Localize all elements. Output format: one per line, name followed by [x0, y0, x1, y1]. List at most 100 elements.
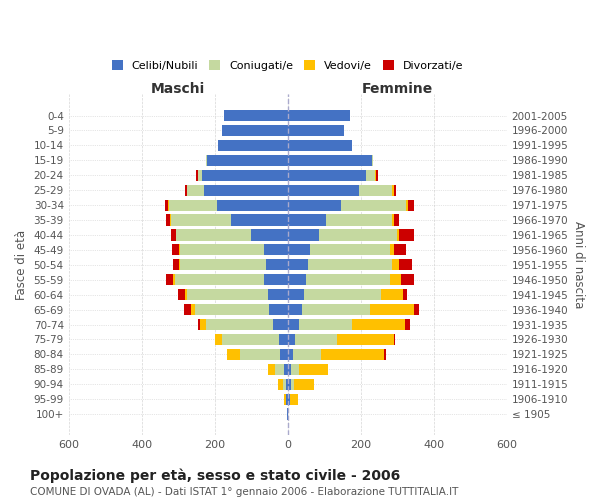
Bar: [399, 230, 413, 240]
Bar: [310, 244, 390, 256]
Bar: [251, 230, 287, 240]
Bar: [308, 259, 392, 270]
Bar: [179, 259, 180, 270]
Bar: [278, 334, 287, 345]
Bar: [217, 200, 287, 210]
Bar: [394, 244, 406, 256]
Bar: [404, 319, 410, 330]
Y-axis label: Anni di nascita: Anni di nascita: [572, 221, 585, 308]
Bar: [215, 334, 222, 345]
Bar: [394, 334, 395, 345]
Bar: [187, 184, 204, 196]
Bar: [290, 378, 294, 390]
Bar: [172, 244, 179, 256]
Bar: [287, 110, 350, 121]
Bar: [366, 170, 376, 181]
Bar: [306, 274, 390, 285]
Bar: [196, 170, 197, 181]
Bar: [191, 304, 194, 315]
Bar: [166, 214, 170, 226]
Bar: [173, 274, 175, 285]
Bar: [287, 244, 310, 256]
Bar: [180, 244, 264, 256]
Bar: [337, 334, 394, 345]
Bar: [287, 214, 326, 226]
Bar: [326, 214, 392, 226]
Bar: [286, 378, 287, 390]
Bar: [385, 349, 386, 360]
Bar: [202, 170, 287, 181]
Bar: [178, 289, 185, 300]
Bar: [198, 170, 202, 181]
Bar: [204, 184, 287, 196]
Bar: [231, 214, 287, 226]
Bar: [403, 289, 407, 300]
Bar: [319, 230, 397, 240]
Bar: [283, 378, 286, 390]
Bar: [194, 304, 269, 315]
Bar: [266, 259, 287, 270]
Bar: [392, 184, 394, 196]
Bar: [294, 378, 314, 390]
Bar: [352, 319, 404, 330]
Bar: [169, 200, 217, 210]
Bar: [240, 349, 280, 360]
Bar: [292, 364, 299, 375]
Legend: Celibi/Nubili, Coniugati/e, Vedovi/e, Divorzati/e: Celibi/Nubili, Coniugati/e, Vedovi/e, Di…: [107, 56, 469, 76]
Bar: [227, 349, 240, 360]
Bar: [299, 364, 328, 375]
Bar: [287, 304, 302, 315]
Bar: [287, 319, 299, 330]
Bar: [287, 289, 304, 300]
Text: Maschi: Maschi: [151, 82, 205, 96]
Bar: [408, 200, 413, 210]
Bar: [290, 394, 298, 404]
Bar: [299, 319, 352, 330]
Bar: [171, 214, 231, 226]
Bar: [287, 394, 290, 404]
Text: Popolazione per età, sesso e stato civile - 2006: Popolazione per età, sesso e stato civil…: [30, 468, 400, 483]
Bar: [273, 319, 287, 330]
Bar: [394, 184, 397, 196]
Bar: [287, 334, 295, 345]
Bar: [392, 214, 394, 226]
Bar: [287, 140, 352, 151]
Bar: [222, 125, 287, 136]
Bar: [166, 274, 173, 285]
Bar: [184, 304, 191, 315]
Bar: [164, 200, 169, 210]
Bar: [278, 378, 283, 390]
Bar: [206, 319, 273, 330]
Bar: [206, 155, 208, 166]
Bar: [173, 259, 179, 270]
Text: COMUNE DI OVADA (AL) - Dati ISTAT 1° gennaio 2006 - Elaborazione TUTTITALIA.IT: COMUNE DI OVADA (AL) - Dati ISTAT 1° gen…: [30, 487, 458, 497]
Bar: [287, 408, 289, 420]
Bar: [175, 274, 264, 285]
Bar: [284, 364, 287, 375]
Bar: [287, 155, 371, 166]
Bar: [197, 170, 198, 181]
Bar: [287, 349, 293, 360]
Bar: [264, 274, 287, 285]
Bar: [359, 184, 392, 196]
Bar: [304, 289, 381, 300]
Bar: [390, 274, 401, 285]
Bar: [264, 244, 287, 256]
Bar: [397, 230, 399, 240]
Bar: [287, 259, 308, 270]
Bar: [268, 364, 275, 375]
Bar: [287, 170, 366, 181]
Bar: [295, 334, 337, 345]
Bar: [293, 349, 320, 360]
Bar: [185, 289, 187, 300]
Bar: [268, 289, 287, 300]
Bar: [371, 155, 373, 166]
Bar: [381, 289, 403, 300]
Bar: [287, 184, 359, 196]
Bar: [180, 259, 266, 270]
Bar: [376, 170, 378, 181]
Bar: [287, 230, 319, 240]
Bar: [280, 349, 287, 360]
Bar: [287, 378, 290, 390]
Bar: [287, 364, 292, 375]
